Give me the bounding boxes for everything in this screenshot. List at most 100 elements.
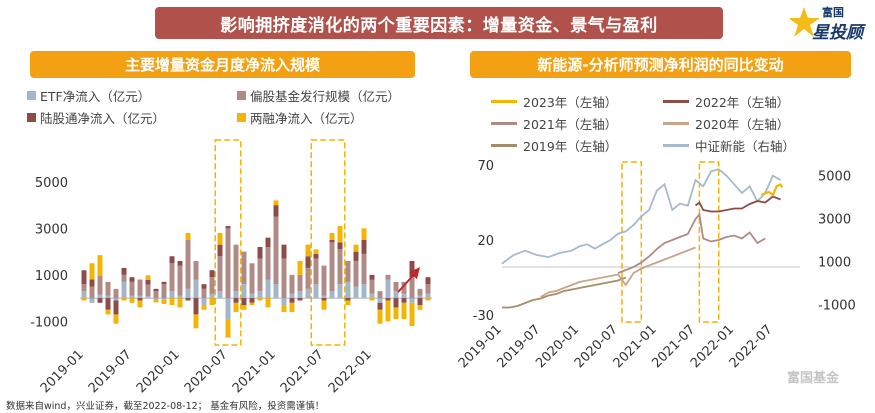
legend-2019-label: 2019年（左轴）: [523, 139, 618, 154]
bar-stockconnect: [201, 284, 207, 289]
bar-etf: [185, 288, 191, 299]
left-y-tick-label: 3000: [35, 222, 68, 237]
legend-2022-label: 2022年（左轴）: [695, 95, 790, 110]
legend-stockconnect: 陆股通净流入（亿元）: [27, 108, 165, 127]
legend-fund: 偏股基金发行规模（亿元）: [237, 86, 400, 105]
bar-fund: [377, 291, 383, 299]
legend-fund-label: 偏股基金发行规模（亿元）: [250, 89, 401, 104]
bar-stockconnect: [137, 298, 143, 301]
bar-margin: [329, 233, 335, 240]
legend-etf-swatch: [27, 91, 36, 100]
bar-stockconnect: [89, 279, 95, 287]
bar-etf: [121, 281, 127, 299]
legend-2019: 2019年（左轴）: [491, 136, 617, 155]
left-x-tick-label: 2021-01: [230, 347, 279, 396]
right-chart-left-axis-tick: 70: [477, 159, 494, 174]
bar-stockconnect: [233, 298, 239, 303]
bar-stockconnect: [297, 298, 303, 301]
bar-etf: [97, 294, 103, 299]
left-legend: ETF净流入（亿元） 偏股基金发行规模（亿元） 陆股通净流入（亿元） 两融净流入…: [27, 86, 457, 130]
bar-fund: [257, 258, 263, 292]
bar-margin: [145, 275, 151, 280]
legend-2023-swatch: [491, 100, 517, 103]
left-x-tick-label: 2019-01: [38, 347, 87, 396]
bar-margin: [313, 249, 319, 254]
line-y2023: [760, 183, 784, 197]
right-x-tick-label: 2021-07: [649, 322, 698, 371]
bar-fund: [345, 260, 351, 282]
bar-margin: [97, 255, 103, 277]
bar-etf: [305, 288, 311, 299]
bar-margin: [161, 299, 167, 304]
bar-margin: [225, 319, 231, 338]
bar-stockconnect: [361, 240, 367, 254]
bar-fund: [329, 242, 335, 292]
right-x-tick-label: 2022-01: [688, 322, 737, 371]
bar-stockconnect: [177, 260, 183, 266]
bar-stockconnect: [425, 277, 431, 285]
bar-fund: [145, 284, 151, 297]
bar-fund: [249, 263, 255, 294]
legend-2023: 2023年（左轴）: [491, 92, 617, 111]
bar-etf: [265, 279, 271, 299]
bar-etf: [217, 291, 223, 299]
right-x-tick-label: 2021-01: [611, 322, 660, 371]
bar-margin: [321, 300, 327, 310]
bar-fund: [193, 260, 199, 280]
bar-margin: [249, 302, 255, 306]
bar-margin: [353, 244, 359, 252]
bar-fund: [289, 274, 295, 294]
bar-etf: [417, 295, 423, 299]
bar-fund: [361, 253, 367, 285]
line-y2019: [502, 276, 627, 309]
bar-margin: [393, 307, 399, 320]
bar-fund: [97, 276, 103, 295]
bar-fund: [121, 274, 127, 282]
bar-etf: [401, 293, 407, 299]
bar-stockconnect: [225, 226, 231, 229]
bar-fund: [177, 265, 183, 296]
legend-index-label: 中证新能（右轴）: [695, 139, 796, 154]
bar-margin: [177, 298, 183, 308]
bar-stockconnect: [217, 244, 223, 257]
line-y2021: [617, 212, 766, 274]
bar-fund: [353, 260, 359, 287]
bar-margin: [113, 314, 119, 324]
bar-stockconnect: [377, 302, 383, 310]
bar-etf: [113, 298, 119, 301]
bar-margin: [257, 298, 263, 301]
bar-stockconnect: [241, 298, 247, 306]
bar-etf: [321, 295, 327, 299]
bar-fund: [137, 279, 143, 296]
bar-stockconnect: [385, 298, 391, 301]
bar-etf: [145, 296, 151, 299]
bar-etf: [273, 284, 279, 299]
right-x-tick-label: 2019-07: [495, 322, 544, 371]
left-x-tick-label: 2020-07: [182, 347, 231, 396]
bar-etf: [209, 293, 215, 299]
bar-stockconnect: [249, 298, 255, 303]
bar-fund: [217, 256, 223, 292]
bar-margin: [361, 228, 367, 240]
legend-margin-label: 两融净流入（亿元）: [250, 111, 363, 126]
right-highlight-box: [698, 161, 720, 323]
legend-stockconnect-label: 陆股通净流入（亿元）: [40, 111, 166, 126]
bar-etf: [169, 291, 175, 299]
bar-fund: [265, 246, 271, 280]
bar-stockconnect: [329, 240, 335, 243]
bar-margin: [265, 298, 271, 308]
bar-margin: [297, 260, 303, 275]
bar-etf: [89, 298, 95, 303]
bar-margin: [201, 305, 207, 310]
legend-etf-label: ETF净流入（亿元）: [40, 89, 151, 104]
bar-stockconnect: [393, 298, 399, 308]
right-chart-title: 新能源-分析师预测净利润的同比变动: [470, 51, 851, 78]
bar-stockconnect: [401, 298, 407, 303]
bar-margin: [409, 302, 415, 327]
right-x-tick-label: 2019-01: [456, 322, 505, 371]
right-highlight-box: [621, 161, 643, 323]
bar-etf: [201, 298, 207, 306]
bar-margin: [105, 309, 111, 315]
bar-fund: [385, 274, 391, 280]
bar-stockconnect: [97, 298, 103, 303]
